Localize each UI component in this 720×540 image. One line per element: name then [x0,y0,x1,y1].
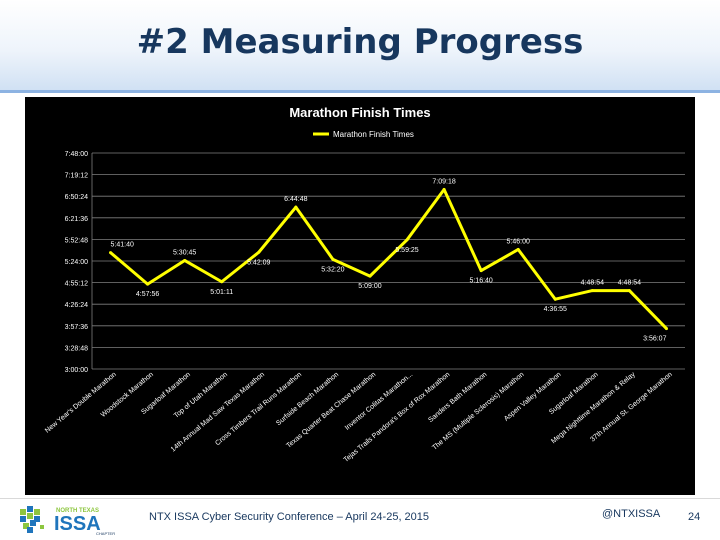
data-point [368,274,372,278]
data-label: 5:01:11 [210,289,233,296]
title-rule [0,90,720,93]
logo-main-text: ISSA [54,513,101,535]
logo-mark-icon [20,506,44,533]
y-tick-label: 3:00:00 [65,367,88,374]
data-point [516,247,520,251]
issa-logo: NORTH TEXAS ISSA CHAPTER [20,506,115,536]
line-chart: Marathon Finish Times Marathon Finish Ti… [44,105,685,464]
data-label: 5:42:09 [247,259,270,266]
y-tick-label: 5:52:48 [65,237,88,244]
data-point [590,289,594,293]
logo-sub-text: CHAPTER [96,531,115,536]
y-tick-label: 3:57:36 [65,324,88,331]
page-number: 24 [688,511,701,523]
data-point [479,269,483,273]
data-point [331,257,335,261]
gridlines [91,152,685,370]
data-point [627,289,631,293]
x-tick-label: Inventor Colitas Marathon... [344,371,414,432]
data-label: 5:59:25 [395,247,418,254]
data-point [405,238,409,242]
chart-area: Marathon Finish Times Marathon Finish Ti… [25,97,695,495]
y-tick-label: 4:26:24 [65,302,88,309]
data-label: 4:36:55 [544,306,567,313]
title-banner [0,0,720,92]
data-label: 4:57:56 [136,291,159,298]
data-labels: 5:41:40 4:57:56 5:30:45 5:01:11 5:42:09 6:44:… [111,179,667,343]
logo-top-text: NORTH TEXAS [56,508,99,514]
data-label: 5:30:45 [173,249,196,256]
data-point [146,282,150,286]
chart-title: Marathon Finish Times [289,105,430,120]
twitter-handle: @NTXISSA [602,508,661,520]
data-label: 7:09:18 [432,179,455,186]
data-point [257,250,261,254]
data-point [183,258,187,262]
data-point [553,297,557,301]
x-tick-label: 37th Annual St. George Marathon [589,371,673,443]
data-label: 4:48:54 [581,280,604,287]
x-tick-label: Surfside Beach Marathon [275,371,340,427]
data-label: 5:46:00 [507,238,530,245]
y-tick-label: 6:21:36 [65,216,88,223]
y-tick-label: 7:48:00 [65,151,88,158]
data-label: 4:48:54 [618,280,641,287]
y-tick-label: 7:19:12 [65,173,88,180]
data-label: 3:56:07 [643,336,666,343]
y-tick-label: 3:28:48 [65,345,88,352]
data-point [220,280,224,284]
data-point [294,205,298,209]
data-point [664,327,668,331]
y-tick-label: 4:55:12 [65,281,88,288]
legend-label: Marathon Finish Times [333,130,414,139]
data-label: 5:41:40 [111,242,134,249]
data-label: 5:32:20 [321,266,344,273]
y-axis-ticks: 3:00:00 3:28:48 3:57:36 4:26:24 4:55:12 5:24:… [65,151,88,374]
data-point [442,188,446,192]
slide-title: #2 Measuring Progress [136,22,584,62]
y-tick-label: 6:50:24 [65,194,88,201]
data-points [109,188,668,331]
data-label: 5:16:40 [469,278,492,285]
footer-rule [0,498,720,499]
y-tick-label: 5:24:00 [65,259,88,266]
data-point [109,251,113,255]
data-label: 6:44:48 [284,196,307,203]
conference-name: NTX ISSA Cyber Security Conference – Apr… [149,511,430,523]
x-tick-label: New Year's Double Marathon [44,371,118,435]
data-label: 5:09:00 [358,283,381,290]
series-line [109,188,668,330]
